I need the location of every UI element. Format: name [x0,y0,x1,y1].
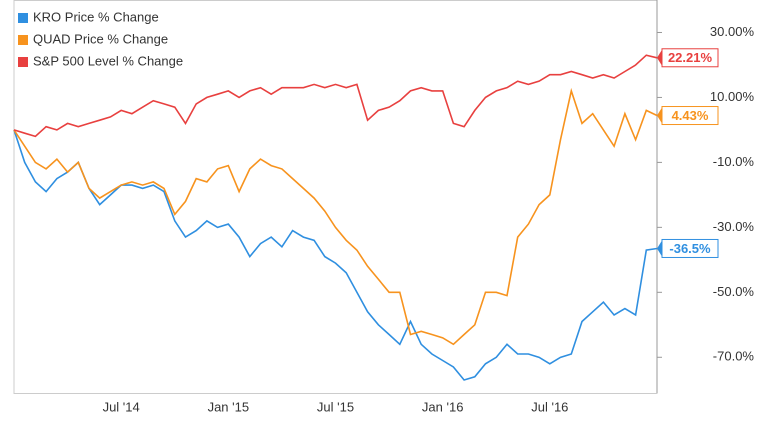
end-label-box [661,48,719,68]
y-tick-label: 10.00% [710,89,755,104]
y-tick-label: -50.0% [713,284,755,299]
line-series [13,54,658,138]
end-label: 4.43% [672,108,709,123]
end-label-box [661,238,719,258]
end-pointer [657,107,662,124]
end-pointer [657,240,662,257]
x-tick-label: Jul '14 [103,399,140,414]
y-tick-label: -10.0% [713,154,755,169]
legend-swatch [18,35,28,45]
line-series [13,87,658,346]
x-tick-label: Jul '15 [317,399,354,414]
x-tick-label: Jul '16 [531,399,568,414]
y-tick-label: 30.00% [710,24,755,39]
y-tick-label: -70.0% [713,349,755,364]
legend-swatch [18,13,28,23]
line-series [13,129,658,381]
y-tick-label: -30.0% [713,219,755,234]
x-tick-label: Jan '15 [208,399,250,414]
legend-label: QUAD Price % Change [33,31,168,46]
x-tick-label: Jan '16 [422,399,464,414]
end-label: -36.5% [669,241,711,256]
end-pointer [657,49,662,66]
legend-swatch [18,57,28,67]
legend-label: KRO Price % Change [33,9,159,24]
end-label-box [661,106,719,126]
end-label: 22.21% [668,50,713,65]
legend-label: S&P 500 Level % Change [33,53,183,68]
